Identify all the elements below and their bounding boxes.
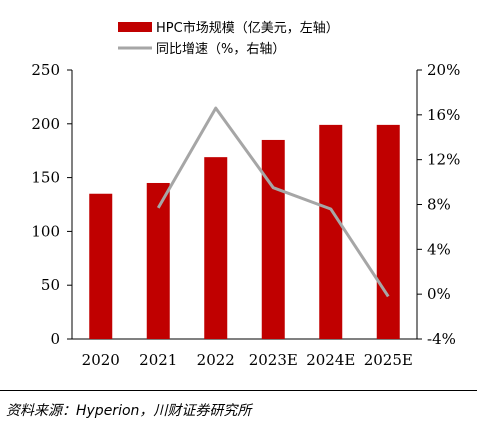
left-tick-label: 50	[41, 276, 60, 294]
left-tick-label: 100	[31, 222, 60, 240]
legend-bar-swatch	[118, 22, 152, 32]
tick-labels: 0 50 100 150 200 250 -4% 0% 4% 8% 12% 16% 20% 2020 202…	[31, 61, 460, 369]
left-tick-label: 200	[31, 115, 60, 133]
right-tick-label: 12%	[427, 151, 460, 169]
right-tick-label: -4%	[427, 330, 456, 348]
bar	[146, 182, 170, 339]
bar	[319, 124, 343, 339]
legend-line-label: 同比增速（%，右轴）	[156, 42, 285, 57]
bar	[376, 124, 400, 339]
bar	[261, 139, 285, 339]
right-tick-label: 8%	[427, 196, 451, 214]
x-tick-label: 2023E	[249, 351, 298, 369]
legend: HPC市场规模（亿美元，左轴） 同比增速（%，右轴）	[118, 20, 339, 57]
legend-bar-label: HPC市场规模（亿美元，左轴）	[156, 20, 339, 36]
x-tick-label: 2024E	[306, 351, 355, 369]
axes	[67, 69, 422, 340]
line-series	[156, 106, 390, 298]
left-tick-label: 0	[50, 330, 60, 348]
right-tick-label: 16%	[427, 106, 460, 124]
x-tick-label: 2021	[139, 351, 177, 369]
chart-svg: HPC市场规模（亿美元，左轴） 同比增速（%，右轴） 0 50 100 150 200 25…	[31, 20, 460, 369]
x-tick-label: 2020	[82, 351, 120, 369]
left-tick-label: 150	[31, 169, 60, 187]
right-tick-label: 20%	[427, 61, 460, 79]
x-tick-label: 2025E	[364, 351, 413, 369]
source-note: 资料来源：Hyperion，川财证券研究所	[6, 403, 252, 419]
source-divider	[0, 390, 477, 391]
right-tick-label: 4%	[427, 240, 451, 258]
x-tick-label: 2022	[197, 351, 235, 369]
left-tick-label: 250	[31, 61, 60, 79]
bar	[89, 193, 113, 339]
bar	[204, 157, 228, 339]
right-tick-label: 0%	[427, 285, 451, 303]
bar-series	[89, 124, 400, 339]
